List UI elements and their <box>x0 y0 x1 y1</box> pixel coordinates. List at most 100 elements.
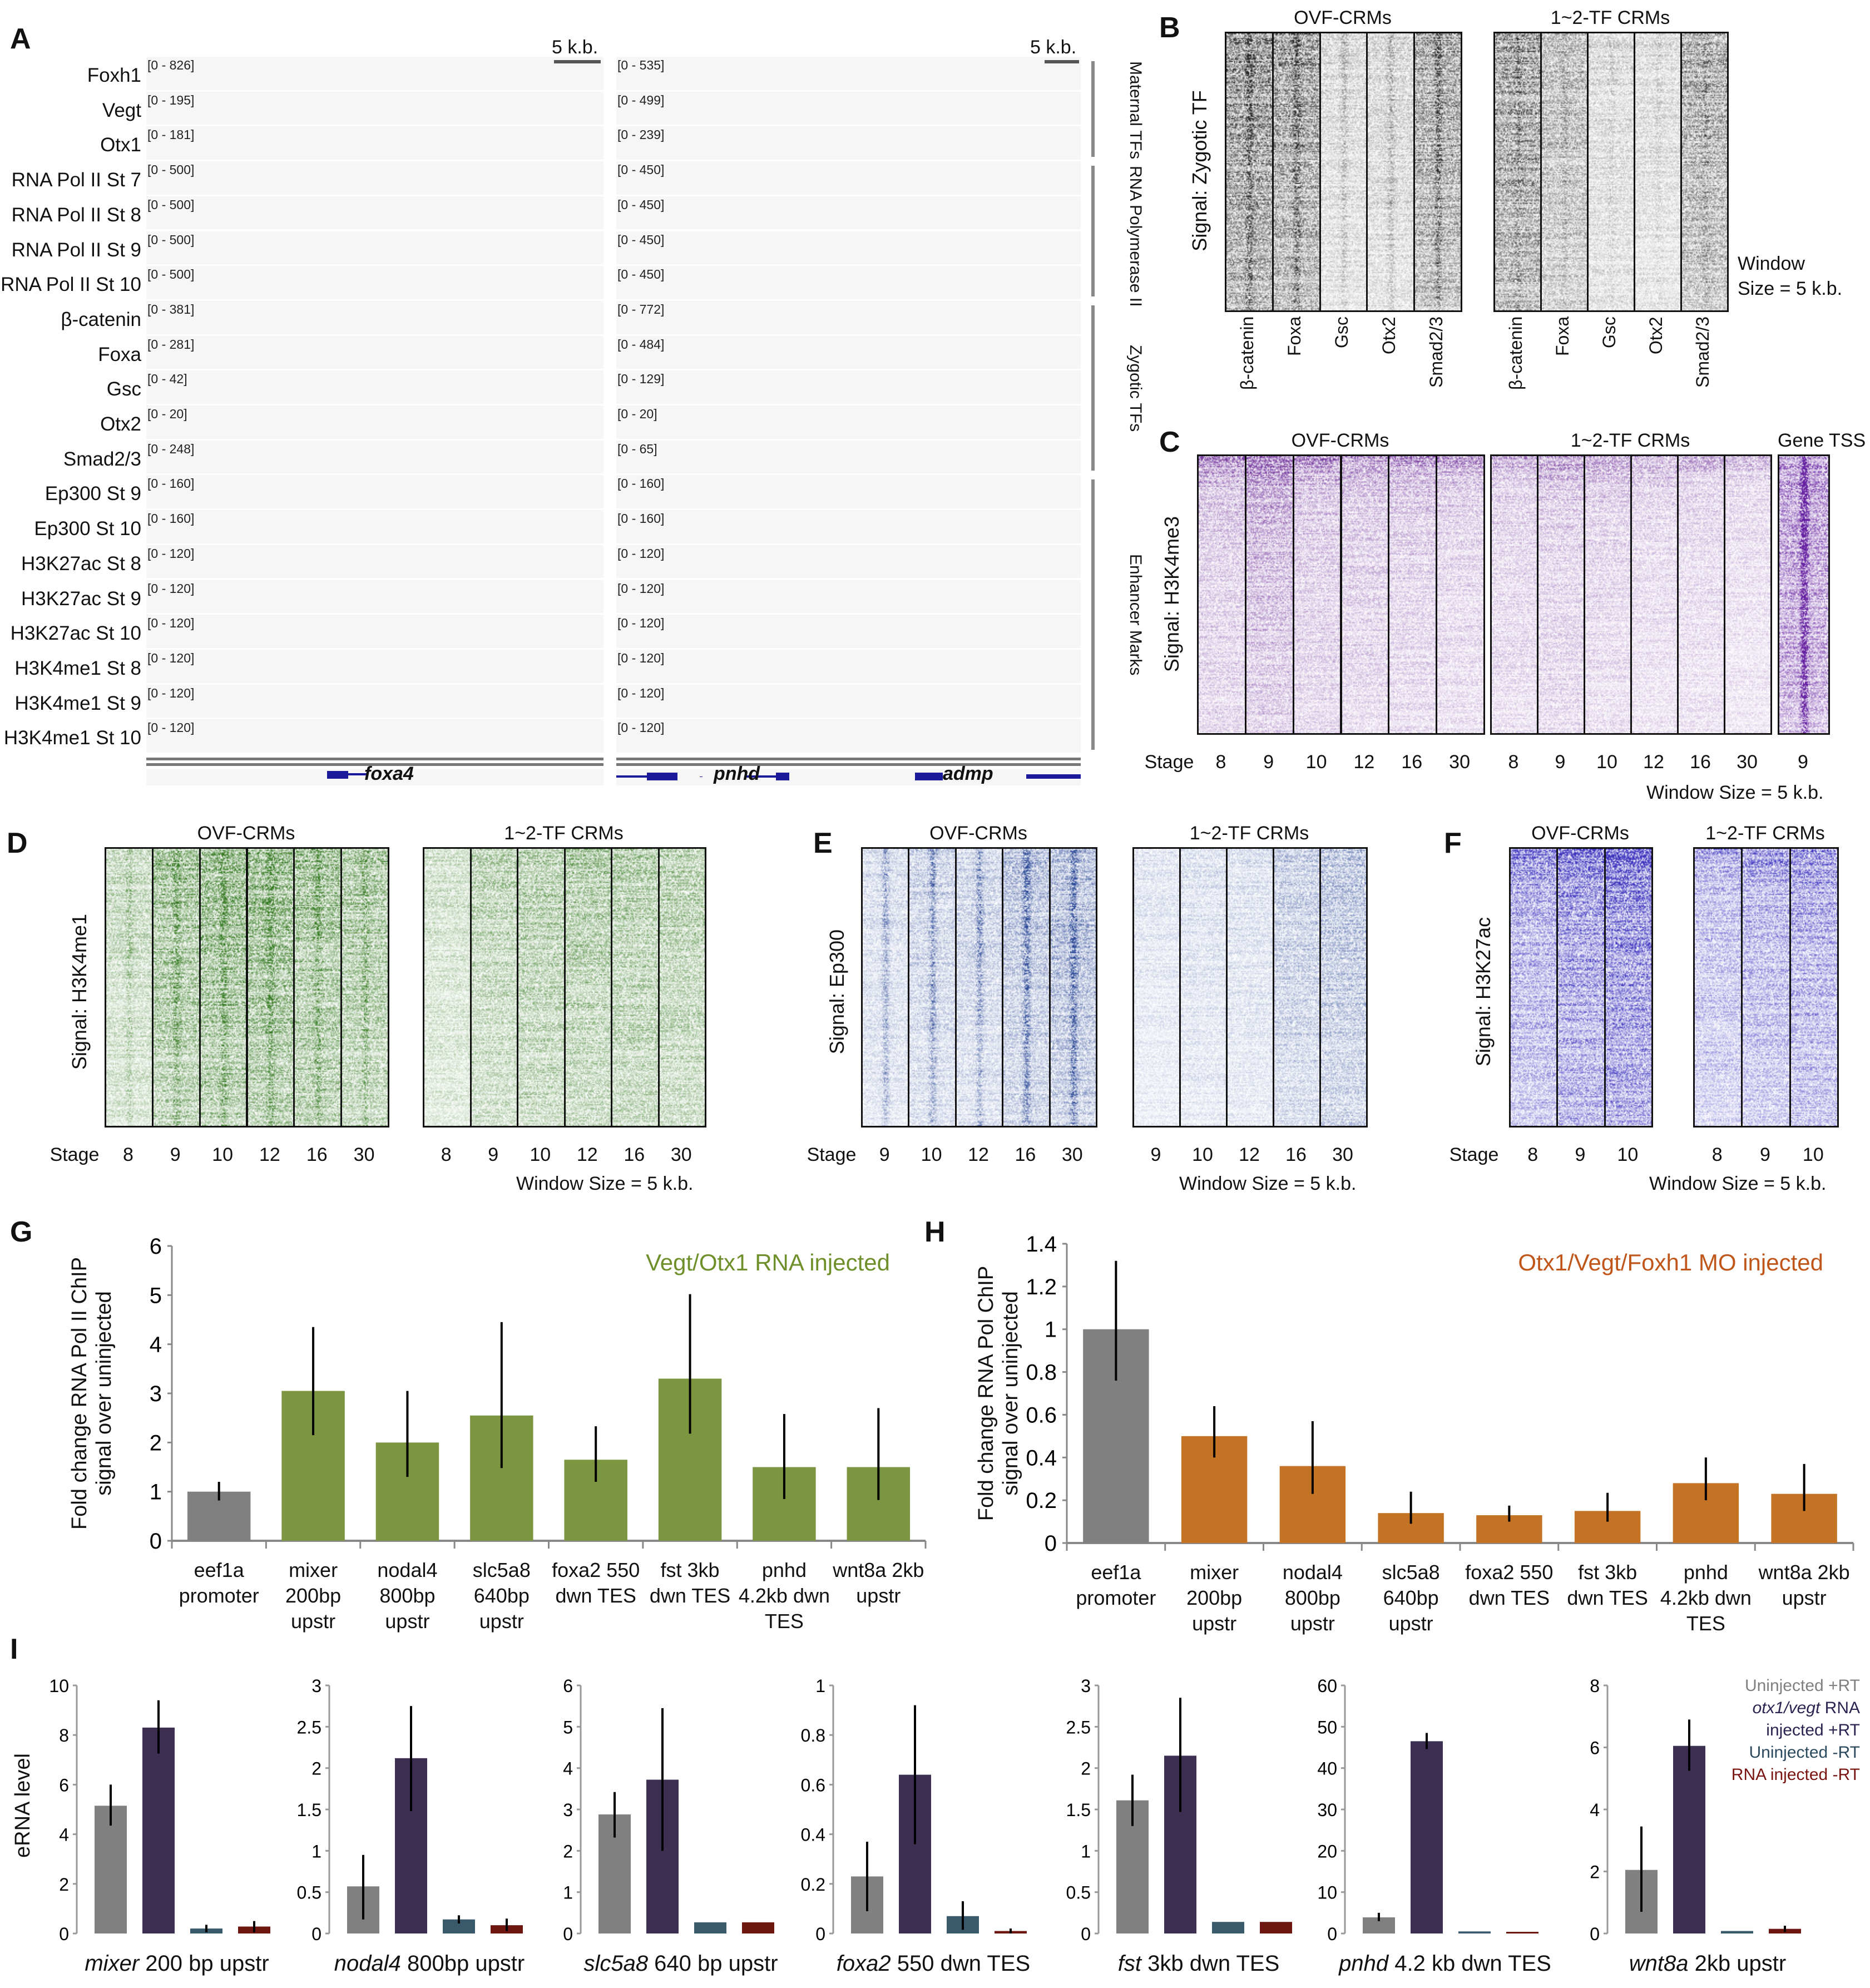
stage-label: 9 <box>170 1144 181 1165</box>
heatmap-title: 1~2-TF CRMs <box>504 823 624 844</box>
stage-axis-label: Stage <box>807 1144 857 1165</box>
column-label: Gsc <box>1332 317 1352 348</box>
stage-label: 12 <box>968 1144 989 1165</box>
heatmap-column <box>340 847 389 1127</box>
heatmap-canvas <box>1389 456 1436 733</box>
track-range-label: [0 - 248] <box>147 441 195 456</box>
track-background <box>146 161 603 195</box>
track-range-label: [0 - 120] <box>147 581 195 596</box>
y-tick-label: 1 <box>1045 1318 1057 1342</box>
stage-label: 8 <box>122 1144 133 1165</box>
track-range-label: [0 - 120] <box>617 616 665 631</box>
heatmap-title: Gene TSS <box>1778 430 1866 451</box>
track-range-label: [0 - 381] <box>147 301 195 317</box>
y-tick-label: 0.2 <box>1026 1488 1057 1513</box>
track-background <box>616 231 1081 265</box>
heatmap-column <box>1225 32 1274 312</box>
panel-label: E <box>813 827 833 859</box>
track-range-label: [0 - 20] <box>617 407 657 421</box>
track-label: H3K27ac St 10 <box>10 622 141 645</box>
subplot-title-suffix: 800bp upstr <box>400 1951 525 1976</box>
y-tick-label: 8 <box>59 1725 69 1745</box>
track-label: H3K4me1 St 9 <box>14 692 141 714</box>
stage-label: 8 <box>1215 751 1226 773</box>
heatmap-title: 1~2-TF CRMs <box>1705 823 1825 844</box>
heatmap-canvas <box>1320 33 1367 310</box>
category-label: fst 3kb dwn TES <box>1567 1561 1648 1609</box>
heatmap-column <box>1778 454 1830 735</box>
y-tick-label: 1 <box>1081 1841 1091 1861</box>
stage-label: 8 <box>441 1144 452 1165</box>
track-background <box>146 684 603 718</box>
subplot-title-suffix: 2kb upstr <box>1688 1951 1787 1976</box>
bar <box>694 1922 726 1933</box>
panel-label: F <box>1444 827 1462 859</box>
track-background <box>146 57 603 90</box>
track-label: Ep300 St 10 <box>34 518 141 540</box>
heatmap-column <box>1436 454 1485 735</box>
y-tick-label: 4 <box>1590 1800 1600 1820</box>
heatmap-column <box>1197 454 1246 735</box>
heatmap-canvas <box>153 849 199 1126</box>
track-range-label: [0 - 120] <box>147 685 195 700</box>
heatmap-column <box>1584 454 1632 735</box>
track-background <box>146 545 603 578</box>
gene-track-line <box>616 758 1081 760</box>
legend-entry: RNA injected -RT <box>1732 1766 1860 1784</box>
category-label: wnt8a 2kb upstr <box>1758 1561 1850 1609</box>
y-tick-label: 0 <box>1590 1924 1600 1944</box>
track-background <box>146 335 603 369</box>
y-axis-label: Fold change RNA Pol II ChIP signal over u… <box>67 1227 116 1560</box>
heatmap-canvas <box>1511 849 1557 1126</box>
heatmap-canvas <box>248 849 294 1126</box>
track-range-label: [0 - 129] <box>617 372 665 387</box>
subplot-title: nodal4 800bp upstr <box>307 1951 552 1976</box>
gene-name: nodal4 <box>334 1951 401 1976</box>
track-label: RNA Pol II St 8 <box>11 204 141 226</box>
track-range-label: [0 - 281] <box>147 337 195 352</box>
heatmap-canvas <box>1415 33 1461 310</box>
legend-text: RNA <box>1820 1699 1860 1717</box>
y-tick-label: 50 <box>1317 1717 1337 1737</box>
y-tick-label: 3 <box>563 1800 573 1820</box>
window-size-label: Window Size = 5 k.b. <box>1179 1173 1357 1194</box>
stage-label: 16 <box>1690 751 1711 773</box>
category-label: pnhd 4.2kb dwn TES <box>738 1559 830 1633</box>
stage-label: 30 <box>1737 751 1758 773</box>
track-range-label: [0 - 120] <box>147 650 195 665</box>
track-label: Otx2 <box>100 413 141 435</box>
y-tick-label: 0 <box>150 1529 162 1554</box>
category-label: pnhd 4.2kb dwn TES <box>1660 1561 1752 1635</box>
gene-track-line <box>146 758 603 760</box>
stage-label: 9 <box>1150 1144 1161 1165</box>
category-label: eef1a promoter <box>179 1559 259 1607</box>
stage-label: 9 <box>1798 751 1808 773</box>
track-range-label: [0 - 239] <box>617 127 665 142</box>
category-label: foxa2 550 dwn TES <box>1465 1561 1554 1609</box>
category-label: slc5a8 640bp upstr <box>472 1559 531 1633</box>
track-background <box>616 370 1081 404</box>
bar <box>1212 1922 1244 1933</box>
subplot-title: slc5a8 640 bp upstr <box>558 1951 803 1976</box>
heatmap-column <box>1132 847 1181 1127</box>
chart-annotation: Otx1/Vegt/Foxh1 MO injected <box>1518 1249 1823 1275</box>
track-label: H3K27ac St 8 <box>21 552 141 575</box>
track-background <box>616 266 1081 299</box>
gene-name: mixer <box>85 1951 140 1976</box>
panel-label: G <box>10 1216 33 1248</box>
heatmap-column <box>293 847 343 1127</box>
track-range-label: [0 - 160] <box>147 476 195 491</box>
heatmap-canvas <box>1050 849 1096 1126</box>
track-range-label: [0 - 120] <box>617 720 665 735</box>
heatmap-column <box>1677 454 1725 735</box>
y-tick-label: 6 <box>59 1775 69 1795</box>
y-tick-label: 2 <box>1590 1862 1600 1882</box>
category-label: wnt8a 2kb upstr <box>833 1559 924 1607</box>
legend-entry: injected +RT <box>1766 1721 1860 1740</box>
track-background <box>146 196 603 230</box>
track-range-label: [0 - 120] <box>617 650 665 665</box>
heatmap-column <box>1226 847 1274 1127</box>
track-label: Otx1 <box>100 134 141 156</box>
y-tick-label: 1 <box>311 1841 321 1861</box>
heatmap-column <box>1556 847 1606 1127</box>
